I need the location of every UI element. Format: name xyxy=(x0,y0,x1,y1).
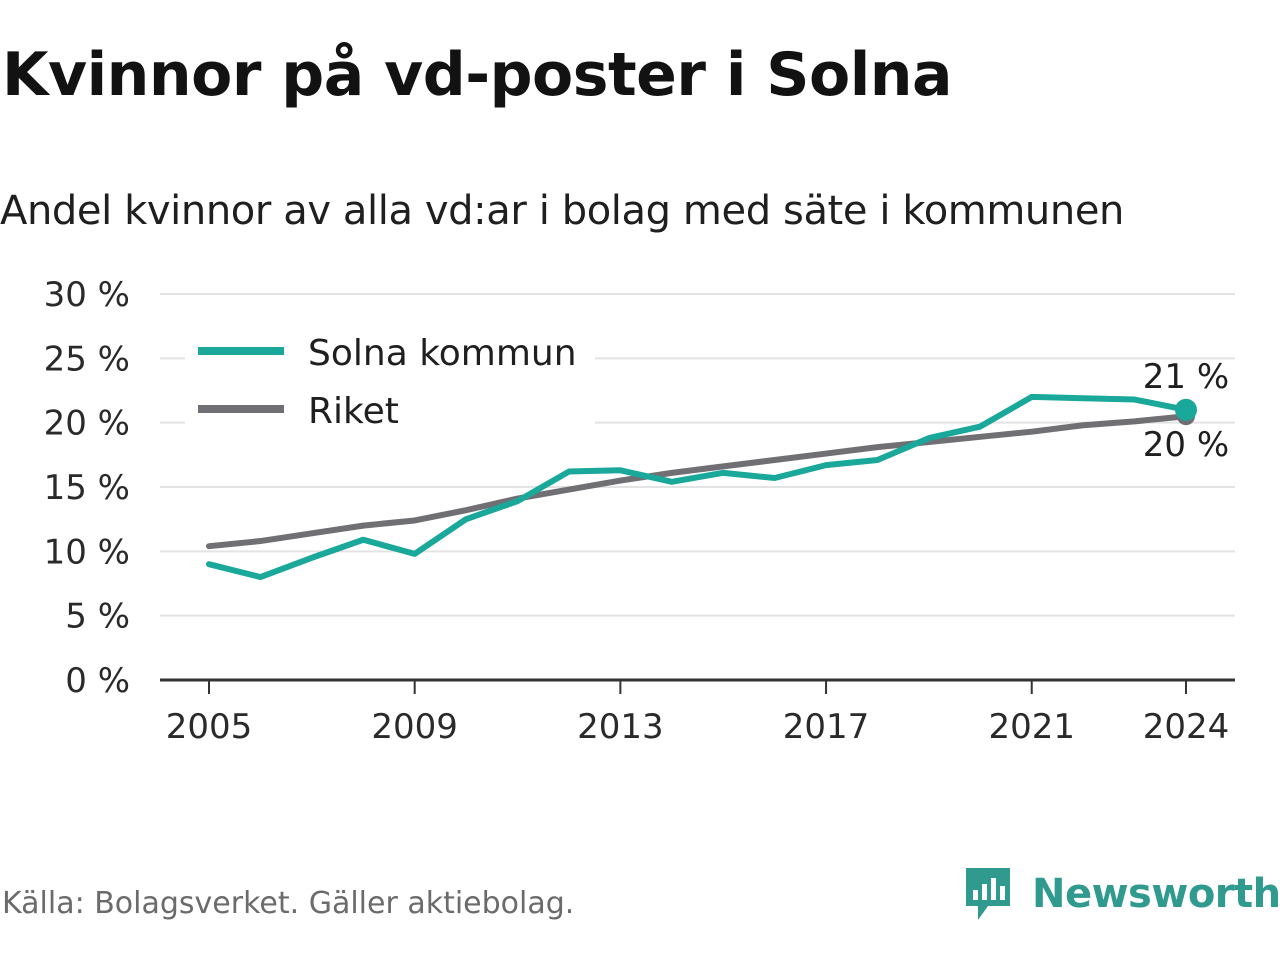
y-tick-label: 5 % xyxy=(65,597,130,637)
chart-subtitle: Andel kvinnor av alla vd:ar i bolag med … xyxy=(0,188,1124,234)
chart-title: Kvinnor på vd-poster i Solna xyxy=(2,40,952,110)
y-tick-label: 15 % xyxy=(44,468,130,508)
end-point-solna xyxy=(1175,398,1197,421)
end-labels: 21 % 20 % xyxy=(1143,357,1229,465)
source-note: Källa: Bolagsverket. Gäller aktiebolag. xyxy=(2,886,575,921)
series-line-riket xyxy=(206,413,1189,550)
series-line-solna xyxy=(206,393,1189,581)
y-tick-label: 25 % xyxy=(44,339,130,379)
end-label-riket: 20 % xyxy=(1143,425,1229,465)
x-tick-label: 2013 xyxy=(577,707,664,747)
legend: Solna kommun Riket xyxy=(185,326,595,432)
x-tick-label: 2017 xyxy=(783,707,870,747)
x-axis: 2005 2009 2013 2017 2021 2024 xyxy=(160,678,1235,747)
y-tick-label: 20 % xyxy=(44,404,130,444)
legend-label-riket: Riket xyxy=(308,391,399,432)
y-axis-ticks: 0 % 5 % 10 % 15 % 20 % 25 % 30 % xyxy=(44,275,130,701)
y-tick-label: 30 % xyxy=(44,275,130,315)
x-tick-label: 2024 xyxy=(1143,707,1230,747)
x-tick-label: 2009 xyxy=(371,707,458,747)
x-tick-label: 2005 xyxy=(166,707,253,747)
series-lines xyxy=(206,393,1197,581)
legend-label-solna: Solna kommun xyxy=(308,333,577,374)
brand-logo[interactable]: Newsworthy xyxy=(962,864,1280,924)
y-tick-label: 10 % xyxy=(44,532,130,572)
newsworthy-logo-icon xyxy=(966,868,1010,920)
y-tick-label: 0 % xyxy=(65,661,130,701)
end-label-solna: 21 % xyxy=(1143,357,1229,397)
x-tick-label: 2021 xyxy=(988,707,1075,747)
line-chart: 0 %5 %10 %15 %20 %25 %30 % 2005 2009 2013 2… xyxy=(44,275,1235,747)
brand-name: Newsworthy xyxy=(1032,871,1280,917)
